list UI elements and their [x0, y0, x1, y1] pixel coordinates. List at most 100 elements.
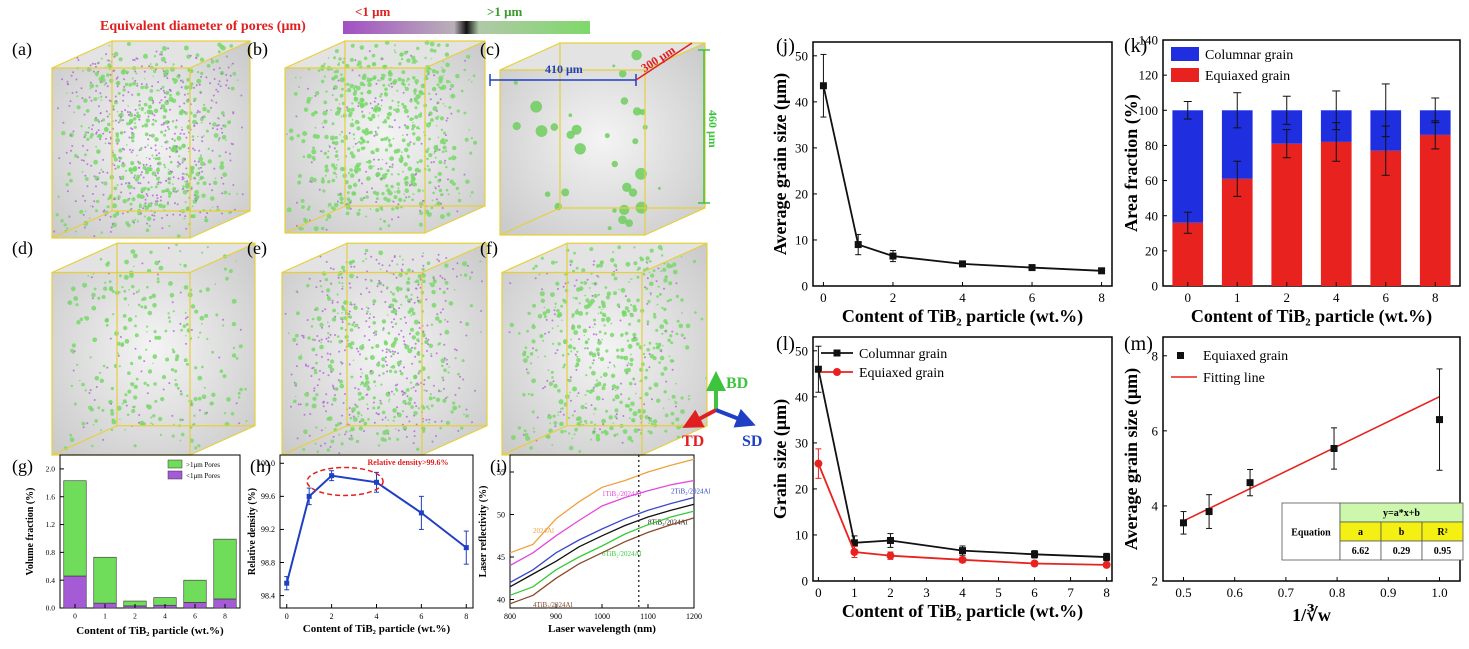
- x-tick-label: 6: [193, 612, 197, 621]
- y-tick-label: 40: [795, 94, 808, 109]
- plot-frame: [1162, 39, 1461, 287]
- sd-label: SD: [742, 433, 762, 450]
- fit-equation-table: Equation y=a*x+b a 6.62 b 0.29 R² 0.95: [1281, 502, 1464, 561]
- cube-a: [51, 40, 251, 239]
- data-point: [284, 580, 290, 586]
- legend-label: Equiaxed grain: [1203, 349, 1288, 364]
- y-tick-label: 50: [795, 343, 808, 358]
- x-tick-label: 0.9: [1380, 585, 1396, 600]
- pore-legend-colorbar: [343, 21, 590, 34]
- cube-f: [501, 242, 708, 456]
- chart-g-legend: >1μm Pores <1μm Pores: [167, 459, 220, 480]
- y-axis-label: Relative density (%): [247, 488, 258, 575]
- y-axis-label: Volume fraction (%): [25, 488, 36, 576]
- x-tick-label: 8: [464, 612, 468, 621]
- y-tick-label: 40: [1145, 208, 1158, 223]
- series-label: 6TiB₂/2024Al: [602, 550, 642, 558]
- td-label: TD: [682, 433, 704, 450]
- x-axis-label: Content of TiB₂ particle (wt.%): [76, 625, 224, 637]
- y-tick-label: 1.2: [46, 520, 56, 529]
- x-tick-label: 0.8: [1329, 585, 1345, 600]
- x-tick-label: 0.7: [1278, 585, 1295, 600]
- series-label: 2024Al: [533, 527, 554, 535]
- density-highlight-ellipse: [306, 466, 384, 497]
- data-point: [1436, 416, 1444, 424]
- y-tick-label: 0.4: [46, 576, 56, 585]
- y-tick-label: 30: [795, 435, 808, 450]
- data-point: [819, 82, 827, 90]
- y-tick-label: 4: [1152, 498, 1159, 513]
- y-tick-label: 50: [795, 48, 808, 63]
- data-point: [1028, 264, 1036, 272]
- y-tick-label: 100.0: [257, 459, 275, 468]
- legend-label: Columnar grain: [1205, 48, 1293, 63]
- y-tick-label: 100: [1139, 103, 1159, 118]
- bd-label: BD: [726, 375, 748, 392]
- chart-g-volume-fraction: 0.0 0.4 0.8 1.2 1.6 2.0 0 1 2 4 6 8 Volume fraction …: [25, 454, 241, 637]
- y-tick-label: 120: [1139, 68, 1159, 83]
- chart-m-fitting: 2 4 6 8 0.5 0.6 0.7 0.8 0.9 1.0 Equiaxed grain Fitt…: [1121, 336, 1464, 625]
- data-point: [1098, 267, 1106, 275]
- x-tick-label: 2: [887, 585, 894, 600]
- cube-e: [281, 242, 488, 456]
- y-tick-label: 0: [802, 279, 809, 294]
- data-point: [959, 547, 966, 555]
- panel-letter-b: (b): [247, 39, 268, 60]
- reflectivity-line: [509, 510, 695, 596]
- bar-segment: [213, 538, 237, 600]
- x-tick-label: 8: [1103, 585, 1110, 600]
- x-tick-label: 3: [923, 585, 930, 600]
- table-formula: y=a*x+b: [1383, 508, 1420, 519]
- data-point: [1102, 560, 1111, 569]
- data-point: [854, 241, 862, 249]
- panel-letter-g: (g): [12, 456, 33, 477]
- x-axis-label: Content of TiB₂ particle (wt.%): [842, 306, 1083, 327]
- data-point: [850, 539, 858, 547]
- y-tick-label: 0.0: [46, 604, 56, 613]
- legend-label: Equiaxed grain: [859, 366, 944, 381]
- y-tick-label: 0.8: [46, 548, 56, 557]
- x-tick-label: 0: [73, 612, 77, 621]
- y-tick-label: 40: [795, 389, 808, 404]
- x-tick-label: 6: [1383, 290, 1390, 305]
- y-tick-label: 2.0: [46, 465, 56, 474]
- y-tick-label: 55: [497, 468, 505, 477]
- y-tick-label: 0: [802, 574, 809, 589]
- x-tick-label: 0.6: [1227, 585, 1244, 600]
- x-tick-label: 6: [1031, 585, 1038, 600]
- y-tick-label: 99.2: [261, 525, 275, 534]
- x-tick-label: 8: [1098, 290, 1105, 305]
- x-tick-label: 1: [103, 612, 107, 621]
- data-point: [850, 547, 859, 556]
- y-axis-label: Average grain size (μm): [770, 73, 791, 255]
- x-tick-label: 1.0: [1431, 585, 1447, 600]
- data-point: [814, 365, 822, 373]
- x-axis-label: Content of TiB₂ particle (wt.%): [303, 623, 451, 635]
- x-tick-label: 4: [375, 612, 379, 621]
- y-tick-label: 10: [795, 233, 808, 248]
- legend-marker: [833, 349, 841, 357]
- table-value: 0.95: [1434, 546, 1452, 557]
- x-tick-label: 4: [163, 612, 167, 621]
- data-point: [959, 260, 966, 268]
- data-point: [329, 473, 335, 479]
- series-label: 1TiB₂/2024Al: [602, 490, 642, 498]
- y-tick-label: 6: [1152, 423, 1159, 438]
- x-tick-label: 6: [419, 612, 423, 621]
- table-label: Equation: [1291, 528, 1331, 539]
- chart-l-legend: Columnar grain Equiaxed grain: [821, 347, 947, 381]
- y-tick-label: 20: [1145, 243, 1158, 258]
- x-tick-label: 800: [504, 612, 516, 621]
- legend-marker: [833, 368, 841, 376]
- x-tick-label: 2: [890, 290, 897, 305]
- x-tick-label: 4: [1333, 290, 1340, 305]
- bar-equiaxed: [1271, 143, 1303, 286]
- y-tick-label: 98.8: [261, 558, 275, 567]
- legend-label: Columnar grain: [859, 347, 947, 362]
- data-point: [1103, 553, 1111, 561]
- panel-letter-i: (i): [490, 456, 507, 477]
- x-tick-label: 8: [1432, 290, 1439, 305]
- bar-segment: [63, 575, 87, 609]
- x-axis-label: Content of TiB₂ particle (wt.%): [842, 601, 1083, 622]
- data-point: [306, 493, 312, 499]
